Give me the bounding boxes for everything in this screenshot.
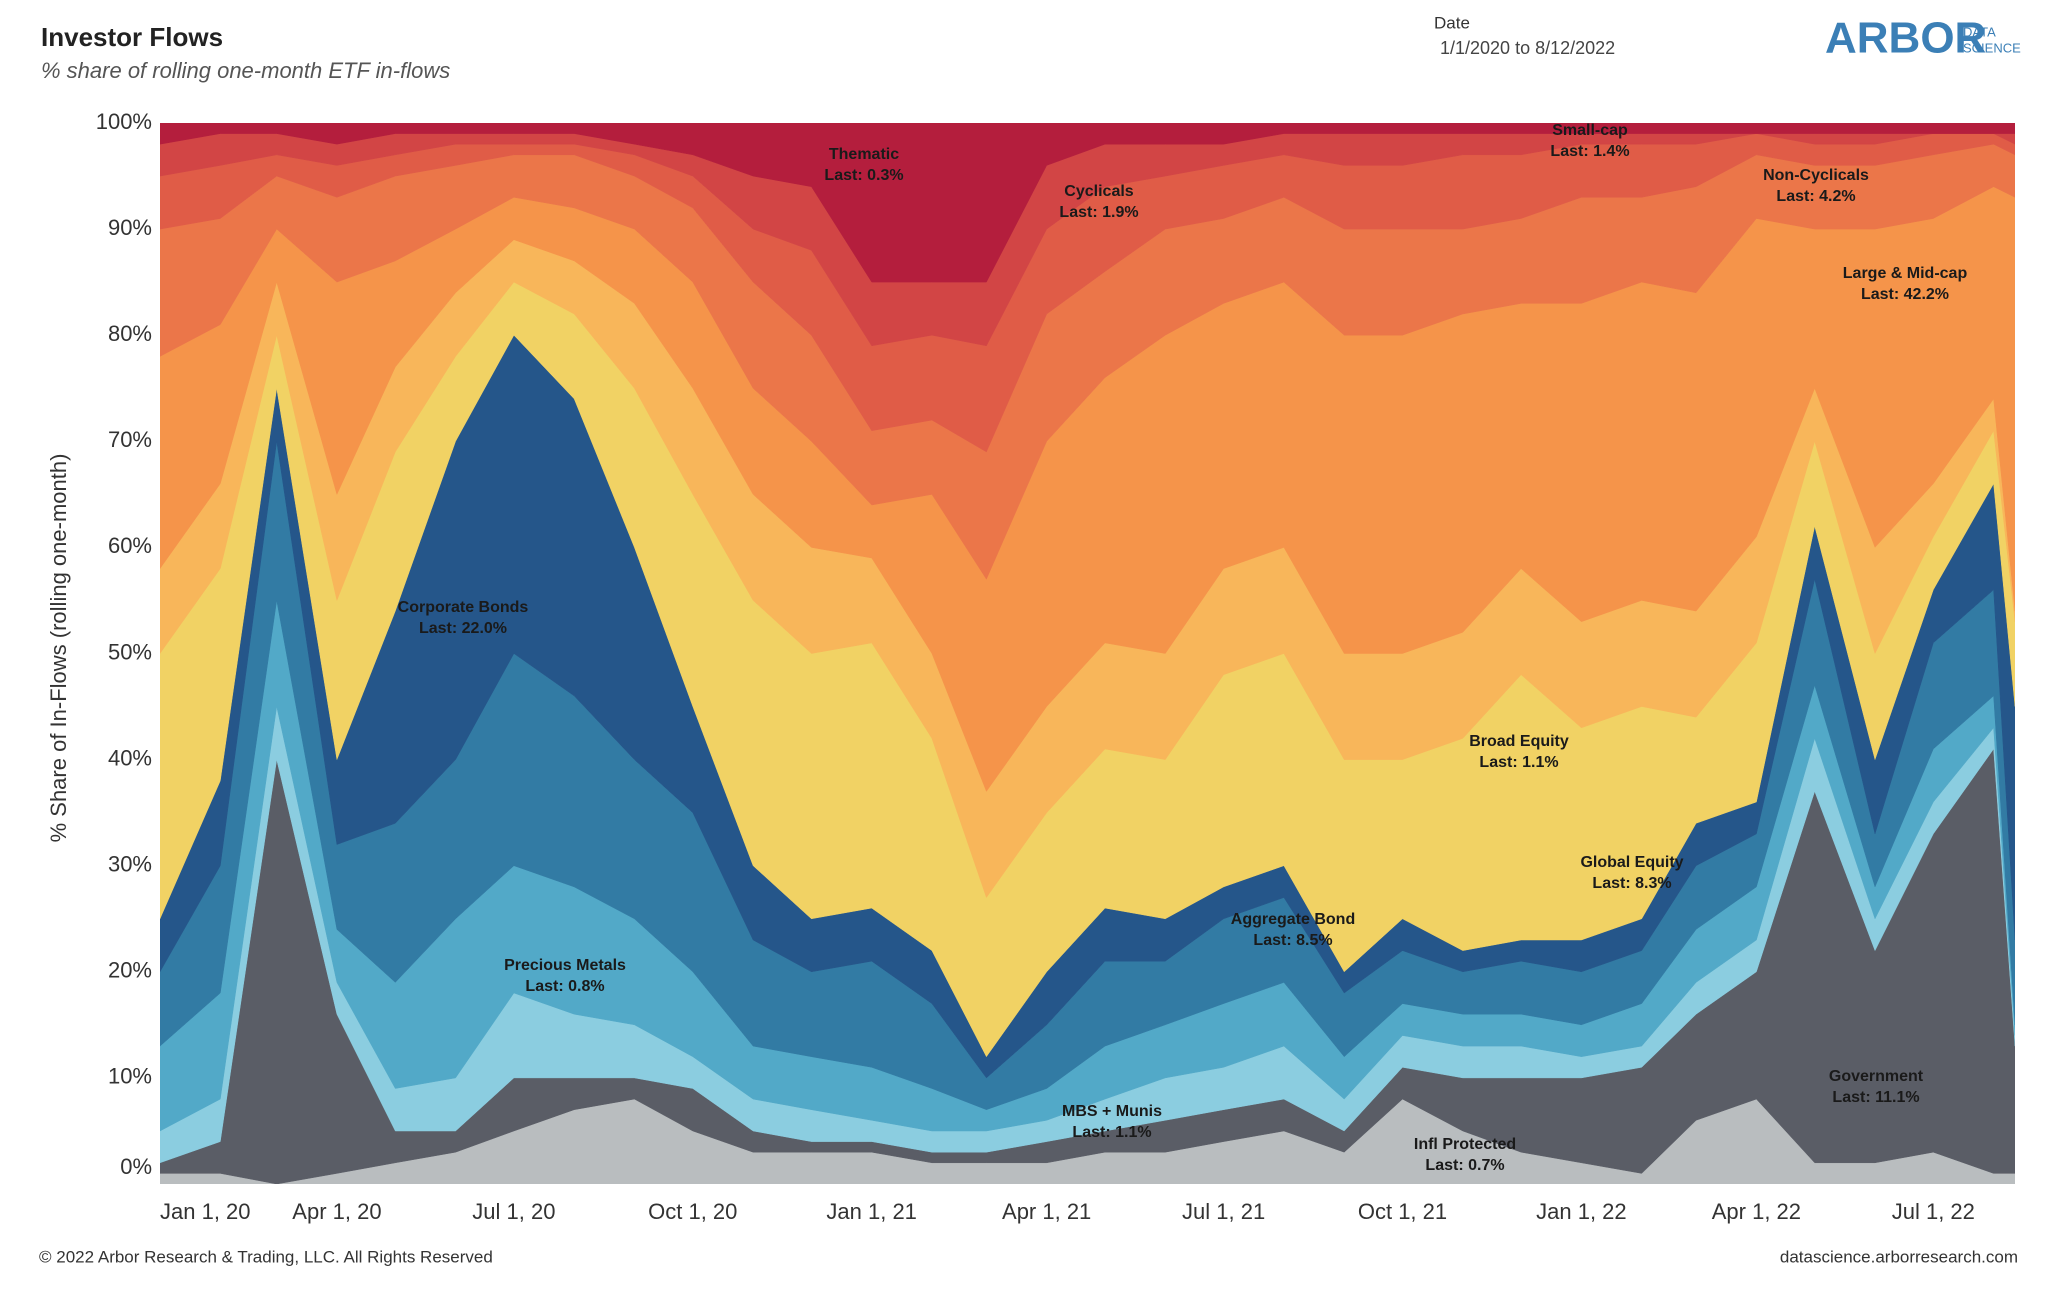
annotation-name: Precious Metals — [504, 957, 626, 974]
annotation-name: Broad Equity — [1469, 733, 1569, 750]
y-tick-label: 0% — [120, 1154, 152, 1179]
y-tick-label: 10% — [108, 1064, 152, 1089]
footer-left: © 2022 Arbor Research & Trading, LLC. Al… — [39, 1247, 493, 1266]
chart-title: Investor Flows — [41, 22, 223, 52]
filter-value: 1/1/2020 to 8/12/2022 — [1440, 38, 1615, 58]
annotation-value: Last: 8.5% — [1253, 932, 1332, 949]
annotation-value: Last: 0.3% — [824, 167, 903, 184]
footer-right: datascience.arborresearch.com — [1780, 1247, 2018, 1266]
y-tick-label: 70% — [108, 427, 152, 452]
annotation-name: Infl Protected — [1414, 1136, 1516, 1153]
annotation-name: Non-Cyclicals — [1763, 167, 1869, 184]
logo-sub: SCIENCE — [1963, 40, 2021, 55]
plot-area — [160, 123, 2015, 1184]
annotation-name: Corporate Bonds — [398, 599, 529, 616]
x-tick-label: Jul 1, 20 — [472, 1199, 555, 1224]
x-tick-label: Jan 1, 22 — [1536, 1199, 1627, 1224]
annotation-value: Last: 1.9% — [1059, 204, 1138, 221]
annotation-value: Last: 11.1% — [1832, 1089, 1919, 1106]
y-tick-label: 90% — [108, 215, 152, 240]
x-tick-label: Jan 1, 21 — [826, 1199, 917, 1224]
x-tick-label: Apr 1, 22 — [1712, 1199, 1801, 1224]
x-tick-label: Oct 1, 21 — [1358, 1199, 1447, 1224]
y-tick-label: 100% — [96, 109, 152, 134]
annotation-value: Last: 0.8% — [525, 978, 604, 995]
y-tick-label: 30% — [108, 852, 152, 877]
area — [160, 123, 2015, 283]
annotation-name: Aggregate Bond — [1231, 911, 1355, 928]
y-tick-label: 50% — [108, 639, 152, 664]
chart-subtitle: % share of rolling one-month ETF in-flow… — [41, 58, 450, 83]
annotation-name: Small-cap — [1552, 122, 1628, 139]
annotation-name: Government — [1829, 1068, 1924, 1085]
filter-label: Date — [1434, 13, 1470, 32]
logo-sub: DATA — [1963, 24, 1996, 39]
logo: ARBOR — [1825, 14, 1986, 63]
annotation-name: Global Equity — [1580, 854, 1683, 871]
y-axis-label: % Share of In-Flows (rolling one-month) — [46, 454, 71, 843]
annotation-value: Last: 0.7% — [1425, 1157, 1504, 1174]
y-tick-label: 40% — [108, 745, 152, 770]
x-tick-label: Oct 1, 20 — [648, 1199, 737, 1224]
x-tick-label: Jul 1, 21 — [1182, 1199, 1265, 1224]
annotation-value: Last: 42.2% — [1861, 286, 1949, 303]
y-tick-label: 80% — [108, 321, 152, 346]
x-tick-label: Jul 1, 22 — [1892, 1199, 1975, 1224]
annotation-value: Last: 8.3% — [1592, 875, 1671, 892]
annotation-value: Last: 1.1% — [1479, 754, 1558, 771]
x-tick-label: Apr 1, 21 — [1002, 1199, 1091, 1224]
annotation-value: Last: 1.1% — [1072, 1124, 1151, 1141]
annotation-value: Last: 1.4% — [1550, 143, 1629, 160]
y-tick-label: 20% — [108, 958, 152, 983]
annotation-value: Last: 22.0% — [419, 620, 507, 637]
x-tick-label: Apr 1, 20 — [292, 1199, 381, 1224]
annotation-name: MBS + Munis — [1062, 1103, 1162, 1120]
annotation-value: Last: 4.2% — [1776, 188, 1855, 205]
y-tick-label: 60% — [108, 533, 152, 558]
x-tick-label: Jan 1, 20 — [160, 1199, 251, 1224]
annotation-name: Large & Mid-cap — [1843, 265, 1968, 282]
annotation-name: Cyclicals — [1064, 183, 1133, 200]
annotation-name: Thematic — [829, 146, 899, 163]
